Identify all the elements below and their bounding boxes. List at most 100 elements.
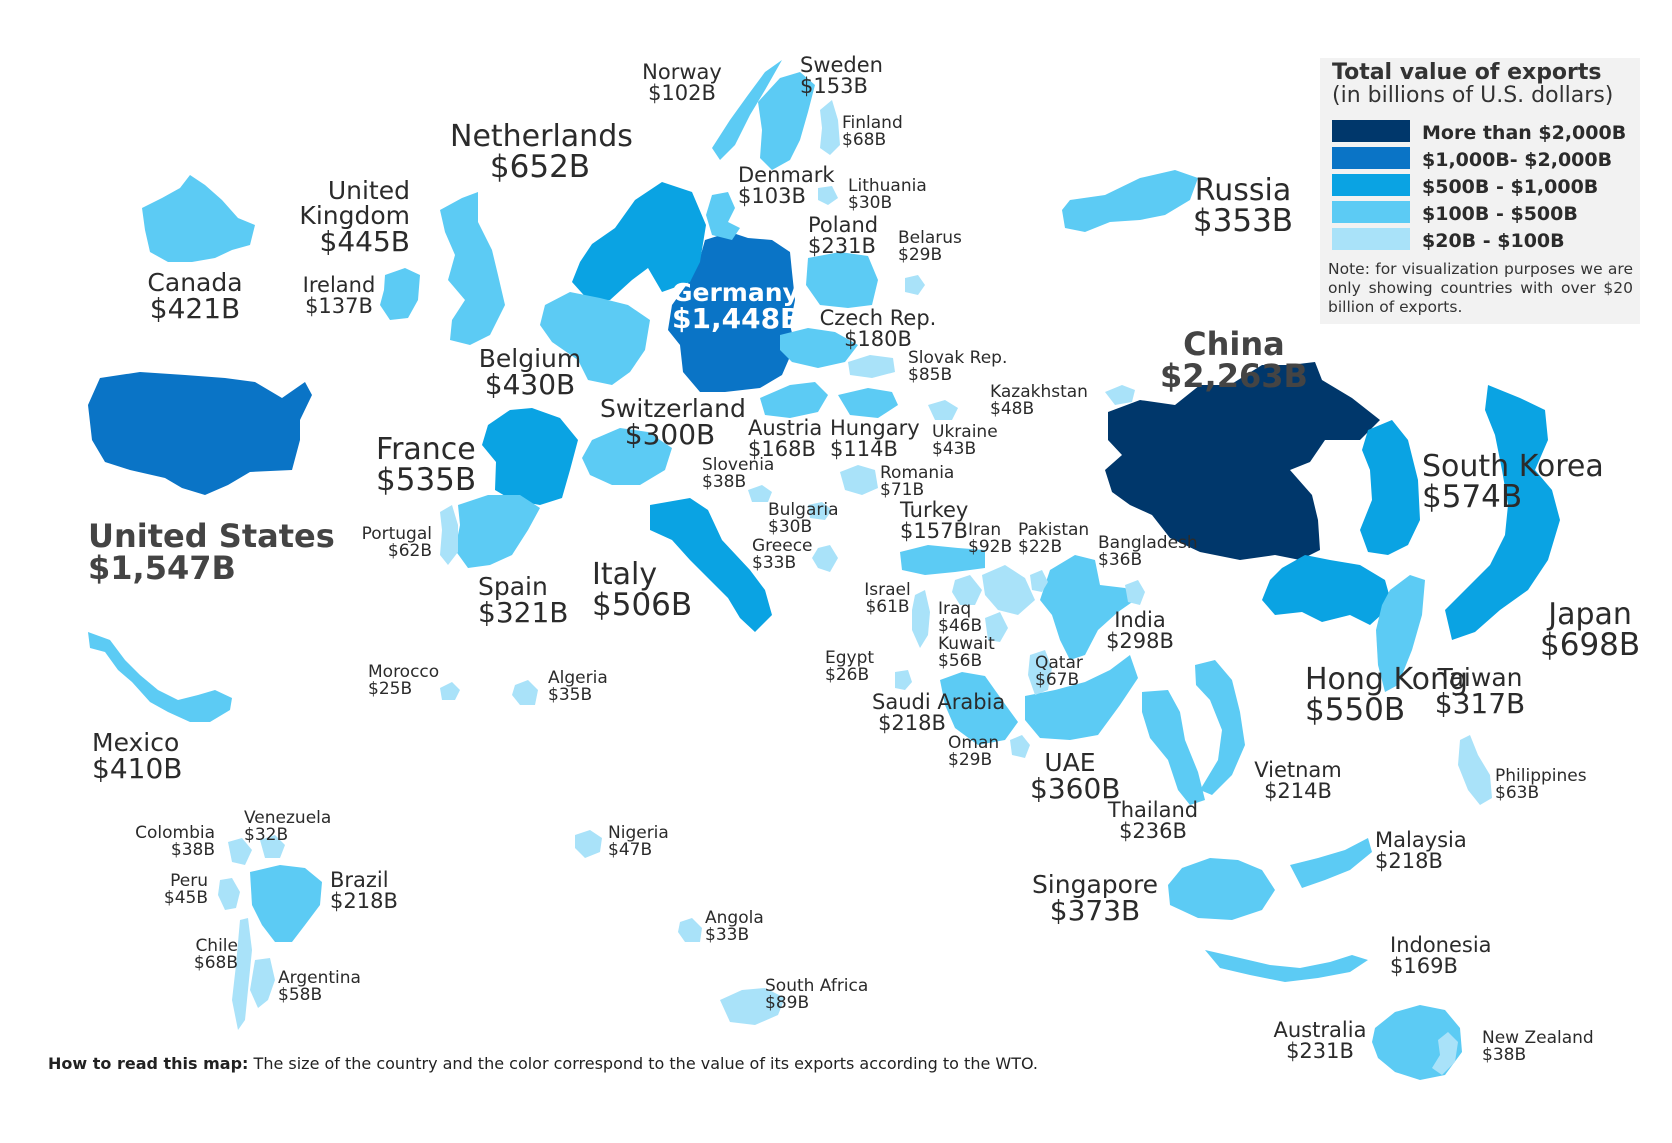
country-label-israel: Israel $61B: [860, 582, 915, 616]
country-label-hungary: Hungary $114B: [830, 418, 920, 460]
country-name: Spain: [478, 572, 548, 601]
country-export-value: $445B: [319, 225, 410, 258]
country-shape-saudi-arabia: [940, 672, 1018, 745]
legend-note: Note: for visualization purposes we are …: [1328, 260, 1633, 316]
country-export-value: $550B: [1305, 692, 1406, 728]
country-export-value: $214B: [1264, 779, 1332, 803]
legend-item-label: More than $2,000B: [1422, 122, 1627, 144]
country-export-value: $360B: [1030, 772, 1121, 805]
country-shape-pakistan: [1030, 570, 1048, 592]
country-label-ukraine: Ukraine $43B: [932, 424, 998, 458]
country-shape-iraq: [952, 575, 982, 605]
country-name: Colombia: [135, 823, 215, 843]
country-name: Brazil: [330, 868, 389, 892]
country-label-pakistan: Pakistan $22B: [1018, 522, 1089, 556]
country-shape-morocco: [440, 682, 460, 700]
country-shape-kazakhstan: [1105, 385, 1135, 405]
country-shape-philippines: [1458, 735, 1492, 805]
country-name: Morocco: [368, 662, 440, 682]
country-shape-angola: [678, 918, 702, 942]
footnote-heading: How to read this map:: [48, 1054, 249, 1073]
legend-swatch: [1332, 228, 1410, 250]
country-label-india: India $298B: [1100, 610, 1180, 652]
country-name: India: [1114, 608, 1166, 632]
country-name: Germany: [672, 278, 799, 307]
country-name: Angola: [705, 908, 764, 928]
country-shape-greece: [812, 545, 838, 572]
country-export-value: $218B: [1375, 849, 1443, 873]
country-shape-nigeria: [575, 830, 602, 858]
country-export-value: $103B: [738, 184, 806, 208]
country-label-peru: Peru $45B: [160, 873, 208, 907]
country-name: Bangladesh: [1098, 533, 1198, 553]
country-name: Indonesia: [1390, 933, 1492, 957]
footnote: How to read this map: The size of the co…: [48, 1054, 1038, 1073]
country-shape-brazil: [250, 865, 322, 942]
country-shape-venezuela: [260, 835, 285, 858]
legend-swatch: [1332, 174, 1410, 196]
country-shape-ireland: [380, 268, 420, 320]
country-name: Argentina: [278, 968, 361, 988]
country-label-singapore: Singapore $373B: [1025, 872, 1165, 925]
country-shape-united-kingdom: [440, 192, 505, 345]
country-export-value: $180B: [844, 327, 912, 351]
country-shape-algeria: [512, 680, 538, 705]
country-label-norway: Norway $102B: [632, 62, 732, 104]
country-name: Belarus: [898, 228, 962, 248]
country-shape-india: [1040, 555, 1138, 660]
country-name: Qatar: [1035, 653, 1083, 673]
country-export-value: $114B: [830, 437, 898, 461]
country-name: Italy: [592, 557, 658, 592]
country-export-value: $30B: [768, 517, 813, 537]
country-name: Iraq: [938, 599, 972, 619]
country-shape-kuwait: [985, 612, 1008, 642]
country-shape-singapore: [1168, 858, 1275, 920]
country-name: Romania: [880, 463, 955, 483]
country-shape-belarus: [905, 275, 925, 295]
country-export-value: $25B: [368, 679, 413, 699]
country-name: Egypt: [825, 648, 875, 668]
country-label-thailand: Thailand $236B: [1098, 800, 1208, 842]
country-name: Turkey: [900, 498, 969, 522]
country-export-value: $421B: [149, 292, 241, 325]
country-label-south-africa: South Africa $89B: [765, 978, 868, 1012]
country-export-value: $46B: [938, 616, 983, 636]
country-name: Ireland: [302, 273, 376, 297]
country-name: Oman: [948, 733, 1000, 753]
country-shape-denmark: [706, 192, 740, 240]
country-shape-turkey: [900, 545, 985, 575]
country-shape-taiwan: [1376, 575, 1425, 692]
country-shape-slovak-rep: [848, 355, 895, 378]
country-label-taiwan: Taiwan $317B: [1430, 665, 1530, 718]
country-label-greece: Greece $33B: [752, 538, 813, 572]
country-shape-portugal: [440, 505, 458, 565]
country-name: Pakistan: [1018, 520, 1090, 540]
footnote-text: The size of the country and the color co…: [248, 1054, 1039, 1073]
country-shape-russia: [1062, 170, 1198, 232]
country-name: Finland: [842, 113, 903, 133]
country-label-canada: Canada $421B: [145, 270, 245, 323]
country-name: United States: [88, 517, 335, 555]
country-label-colombia: Colombia $38B: [125, 825, 215, 859]
country-export-value: $169B: [1390, 954, 1458, 978]
country-export-value: $2,263B: [1160, 357, 1308, 395]
country-shape-egypt: [895, 670, 912, 690]
country-label-chile: Chile $68B: [188, 938, 238, 972]
country-export-value: $373B: [1049, 894, 1141, 927]
country-name: UAE: [1044, 748, 1096, 777]
country-label-poland: Poland $231B: [808, 215, 878, 257]
country-name: Venezuela: [244, 808, 332, 828]
country-export-value: $22B: [1018, 537, 1063, 557]
country-export-value: $32B: [244, 825, 289, 845]
country-label-bangladesh: Bangladesh $36B: [1098, 535, 1198, 569]
country-export-value: $89B: [765, 993, 810, 1013]
legend-title: Total value of exports: [1332, 60, 1602, 85]
country-name: Canada: [147, 268, 243, 297]
country-export-value: $574B: [1422, 479, 1523, 515]
country-export-value: $236B: [1119, 819, 1187, 843]
country-shape-japan: [1445, 385, 1560, 640]
country-name: Mexico: [92, 728, 180, 757]
country-name: Peru: [170, 871, 208, 891]
country-label-japan: Japan $698B: [1540, 600, 1640, 661]
